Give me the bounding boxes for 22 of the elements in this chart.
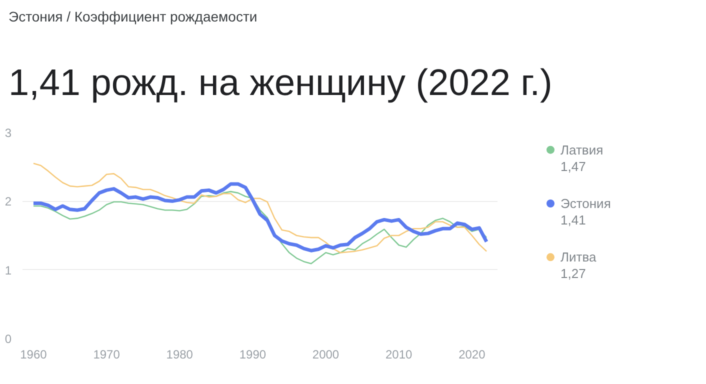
text: 1,27 (560, 266, 586, 282)
y-tick-label: 3 (4, 126, 12, 140)
text: 1,41 (560, 212, 586, 228)
text: 1,47 (560, 158, 586, 174)
legend-label: Эстония (560, 196, 611, 211)
y-tick-label: 1 (4, 263, 12, 278)
chart-subtitle: Эстония / Коэффициент рождаемости (8, 8, 258, 24)
line-series (32, 162, 488, 254)
chart-title: 1,41 рожд. на женщину (2022 г.) (8, 62, 552, 103)
y-tick-label: 2 (4, 194, 12, 209)
line-series (32, 182, 488, 252)
x-tick-label: 2020 (458, 348, 486, 362)
legend-label: Латвия (560, 142, 604, 158)
legend-label: Литва (560, 250, 598, 265)
x-tick-label: 2000 (312, 348, 340, 362)
line-series (32, 190, 488, 264)
x-tick-label: 1970 (93, 348, 120, 362)
x-tick-label: 1960 (20, 348, 48, 362)
x-tick-label: 1980 (166, 348, 194, 362)
y-tick-label: 0 (4, 332, 12, 346)
x-tick-label: 2010 (386, 348, 413, 362)
x-tick-label: 1990 (239, 348, 266, 362)
